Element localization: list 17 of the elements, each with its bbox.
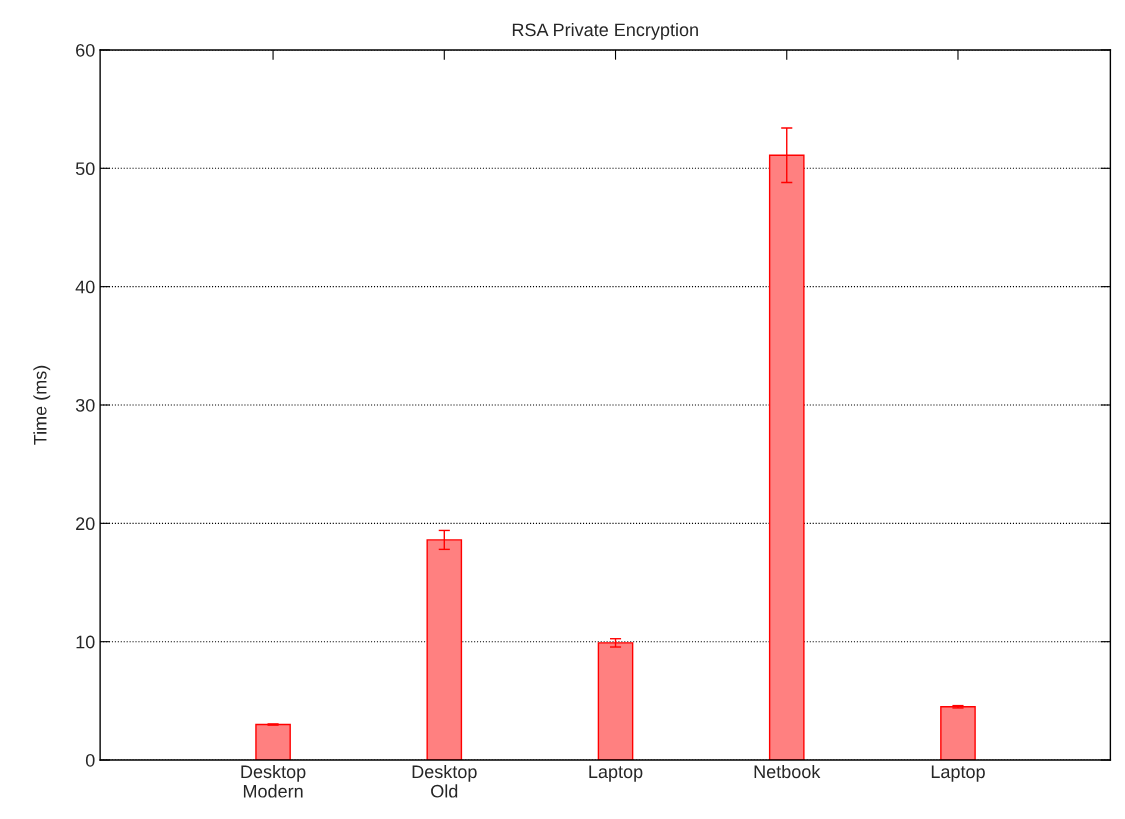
bar xyxy=(940,706,976,761)
bar xyxy=(597,642,634,761)
x-tick-label: Laptop xyxy=(931,765,985,782)
y-tick-label: 30 xyxy=(75,398,95,412)
x-tick-label: Netbook xyxy=(754,764,821,779)
y-tick-label: 50 xyxy=(75,162,95,176)
x-tick-label: Laptop xyxy=(589,765,643,782)
y-tick-label: 60 xyxy=(76,43,95,57)
y-tick-label: 40 xyxy=(75,280,95,294)
x-tick-label: Desktop Old xyxy=(412,764,477,798)
y-tick-label: 0 xyxy=(85,753,95,767)
y-tick-label: 20 xyxy=(76,517,95,531)
y-tick-label: 10 xyxy=(76,635,95,649)
chart-title: RSA Private Encryption xyxy=(512,22,698,40)
y-axis-title: Time (ms) xyxy=(33,365,51,445)
bar xyxy=(255,723,291,761)
x-tick-label: Desktop Modern xyxy=(241,764,306,798)
